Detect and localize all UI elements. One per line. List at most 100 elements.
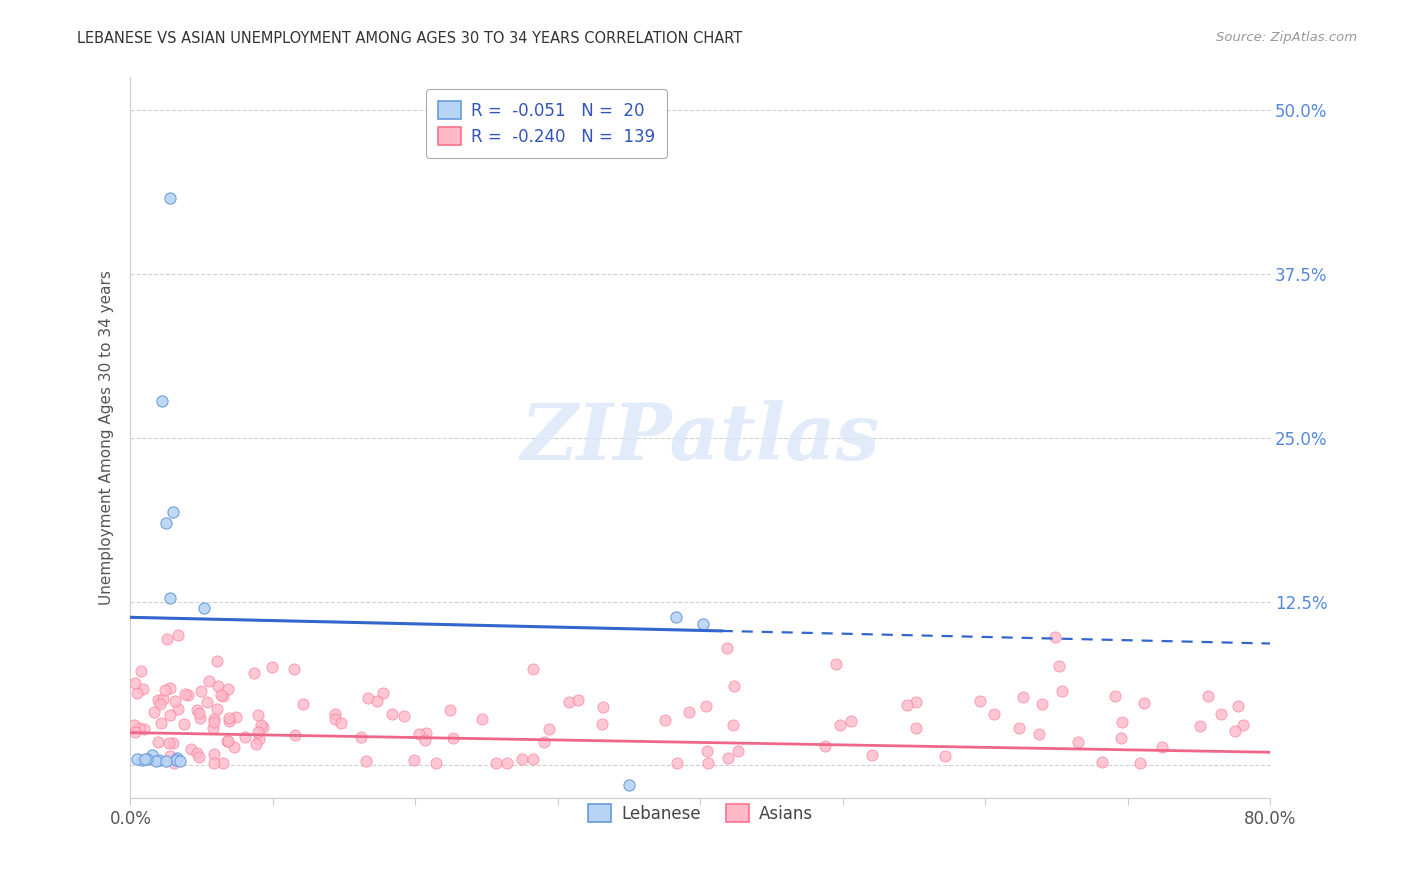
Point: [162, 735, 184, 749]
Text: ZIPatlas: ZIPatlas: [520, 400, 880, 476]
Point: [159, 748, 181, 763]
Point: [233, 730, 256, 744]
Point: [180, 742, 202, 756]
Point: [212, 689, 235, 703]
Point: [557, 695, 579, 709]
Point: [717, 751, 740, 765]
Point: [157, 736, 180, 750]
Point: [217, 734, 239, 748]
Point: [159, 681, 181, 696]
Point: [1008, 721, 1031, 735]
Point: [1188, 719, 1211, 733]
Point: [485, 756, 508, 770]
Point: [533, 735, 555, 749]
Point: [148, 698, 170, 712]
Point: [357, 690, 380, 705]
Point: [969, 694, 991, 708]
Point: [218, 711, 240, 725]
Point: [143, 705, 166, 719]
Point: [186, 746, 208, 760]
Point: [163, 756, 186, 770]
Point: [392, 709, 415, 723]
Point: [193, 601, 215, 615]
Point: [896, 698, 918, 713]
Point: [716, 641, 738, 656]
Point: [188, 749, 211, 764]
Point: [167, 702, 190, 716]
Point: [224, 739, 246, 754]
Point: [839, 714, 862, 729]
Point: [1111, 731, 1133, 745]
Point: [245, 737, 267, 751]
Point: [439, 703, 461, 717]
Point: [1067, 734, 1090, 748]
Point: [983, 707, 1005, 722]
Point: [145, 755, 167, 769]
Point: [1132, 696, 1154, 710]
Point: [381, 706, 404, 721]
Point: [122, 718, 145, 732]
Point: [654, 713, 676, 727]
Point: [155, 755, 177, 769]
Point: [173, 717, 195, 731]
Point: [721, 718, 744, 732]
Point: [128, 721, 150, 735]
Point: [252, 720, 274, 734]
Point: [522, 752, 544, 766]
Point: [198, 673, 221, 688]
Point: [153, 682, 176, 697]
Point: [217, 681, 239, 696]
Point: [408, 726, 430, 740]
Point: [1226, 699, 1249, 714]
Point: [567, 693, 589, 707]
Point: [592, 699, 614, 714]
Point: [159, 591, 181, 605]
Legend: Lebanese, Asians: Lebanese, Asians: [581, 797, 820, 830]
Point: [246, 725, 269, 739]
Point: [904, 721, 927, 735]
Point: [202, 715, 225, 730]
Point: [249, 718, 271, 732]
Text: Source: ZipAtlas.com: Source: ZipAtlas.com: [1216, 31, 1357, 45]
Point: [134, 752, 156, 766]
Point: [413, 733, 436, 747]
Point: [814, 739, 837, 754]
Point: [201, 721, 224, 735]
Point: [132, 681, 155, 696]
Point: [325, 706, 347, 721]
Point: [148, 693, 170, 707]
Point: [1197, 689, 1219, 703]
Point: [141, 747, 163, 762]
Point: [165, 753, 187, 767]
Point: [165, 693, 187, 707]
Point: [1047, 659, 1070, 673]
Point: [150, 394, 173, 409]
Point: [152, 691, 174, 706]
Point: [538, 723, 561, 737]
Point: [150, 716, 173, 731]
Point: [129, 664, 152, 678]
Point: [617, 778, 640, 792]
Point: [188, 711, 211, 725]
Point: [678, 705, 700, 719]
Point: [1209, 707, 1232, 722]
Point: [284, 728, 307, 742]
Point: [1111, 714, 1133, 729]
Point: [510, 752, 533, 766]
Point: [207, 679, 229, 693]
Point: [243, 665, 266, 680]
Point: [131, 753, 153, 767]
Point: [127, 686, 149, 700]
Point: [212, 756, 235, 770]
Point: [591, 716, 613, 731]
Point: [215, 733, 238, 747]
Point: [202, 756, 225, 770]
Point: [166, 750, 188, 764]
Point: [415, 726, 437, 740]
Point: [1232, 718, 1254, 732]
Point: [727, 744, 749, 758]
Point: [723, 679, 745, 693]
Point: [825, 657, 848, 671]
Point: [471, 712, 494, 726]
Point: [860, 747, 883, 762]
